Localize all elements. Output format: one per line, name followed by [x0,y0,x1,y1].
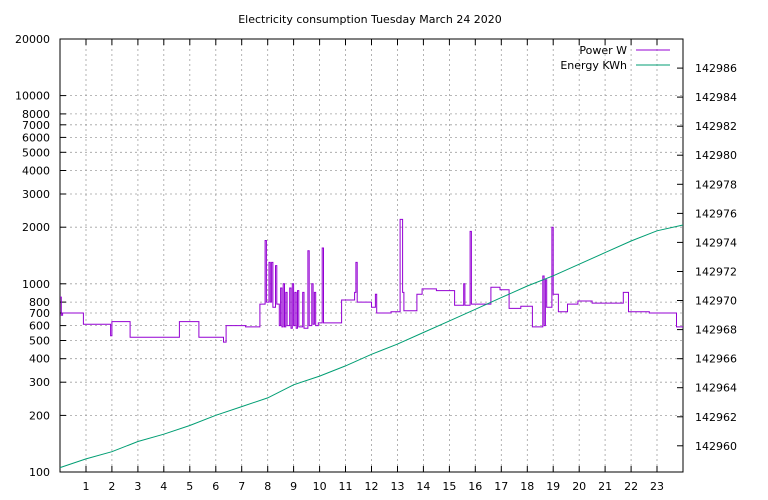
y-tick-label: 200 [29,409,50,422]
y2-tick-label: 142970 [695,295,737,308]
x-tick-label: 17 [494,480,508,493]
legend-label: Energy KWh [560,59,627,72]
y-tick-label: 300 [29,376,50,389]
axes: 1 2 3 4 5 6 7 8 9 10 11 12 13 14 15 16 17 18 19 20 21 22 23100… [15,33,737,493]
x-tick-label: 12 [365,480,379,493]
x-tick-label: 21 [598,480,612,493]
x-tick-label: 20 [572,480,586,493]
y2-tick-label: 142972 [695,266,737,279]
y-tick-label: 400 [29,353,50,366]
y2-tick-label: 142976 [695,207,737,220]
legend-label: Power W [579,44,627,57]
x-tick-label: 4 [160,480,167,493]
x-tick-label: 10 [313,480,327,493]
x-tick-label: 16 [468,480,482,493]
y2-tick-label: 142980 [695,149,737,162]
y-tick-label: 700 [29,307,50,320]
plot-area [59,218,684,469]
x-tick-label: 1 [83,480,90,493]
plot-frame [59,38,684,473]
series-line-energy-kwh [59,224,684,469]
chart-title: Electricity consumption Tuesday March 24… [238,13,502,26]
y2-tick-label: 142982 [695,120,737,133]
x-tick-label: 23 [650,480,664,493]
y2-tick-label: 142974 [695,236,737,249]
y2-tick-label: 142978 [695,178,737,191]
series-line-power-w [60,218,683,343]
y-tick-label: 10000 [15,90,50,103]
x-tick-label: 13 [391,480,405,493]
x-tick-label: 14 [416,480,430,493]
y-tick-label: 6000 [22,131,50,144]
y2-tick-label: 142986 [695,62,737,75]
y2-tick-label: 142968 [695,324,737,337]
x-tick-label: 3 [134,480,141,493]
y2-tick-label: 142984 [695,91,737,104]
y-tick-label: 500 [29,335,50,348]
y2-tick-label: 142960 [695,440,737,453]
y-tick-label: 100 [29,466,50,479]
x-tick-label: 22 [624,480,638,493]
x-tick-label: 18 [520,480,534,493]
x-tick-label: 7 [238,480,245,493]
gridlines [60,38,683,473]
x-tick-label: 19 [546,480,560,493]
y-tick-label: 20000 [15,33,50,46]
x-tick-label: 15 [442,480,456,493]
y-tick-label: 2000 [22,221,50,234]
y2-tick-label: 142962 [695,411,737,424]
y-tick-label: 1000 [22,278,50,291]
x-tick-label: 9 [290,480,297,493]
y-tick-label: 7000 [22,119,50,132]
y-tick-label: 4000 [22,165,50,178]
x-tick-label: 6 [212,480,219,493]
y-tick-label: 3000 [22,188,50,201]
y-tick-label: 8000 [22,108,50,121]
y2-tick-label: 142964 [695,382,737,395]
x-tick-label: 8 [264,480,271,493]
x-tick-label: 2 [108,480,115,493]
y-tick-label: 600 [29,320,50,333]
x-tick-label: 5 [186,480,193,493]
y-tick-label: 5000 [22,146,50,159]
y-tick-label: 800 [29,296,50,309]
y2-tick-label: 142966 [695,353,737,366]
legend: Power W Energy KWh [560,44,670,72]
x-tick-label: 11 [339,480,353,493]
